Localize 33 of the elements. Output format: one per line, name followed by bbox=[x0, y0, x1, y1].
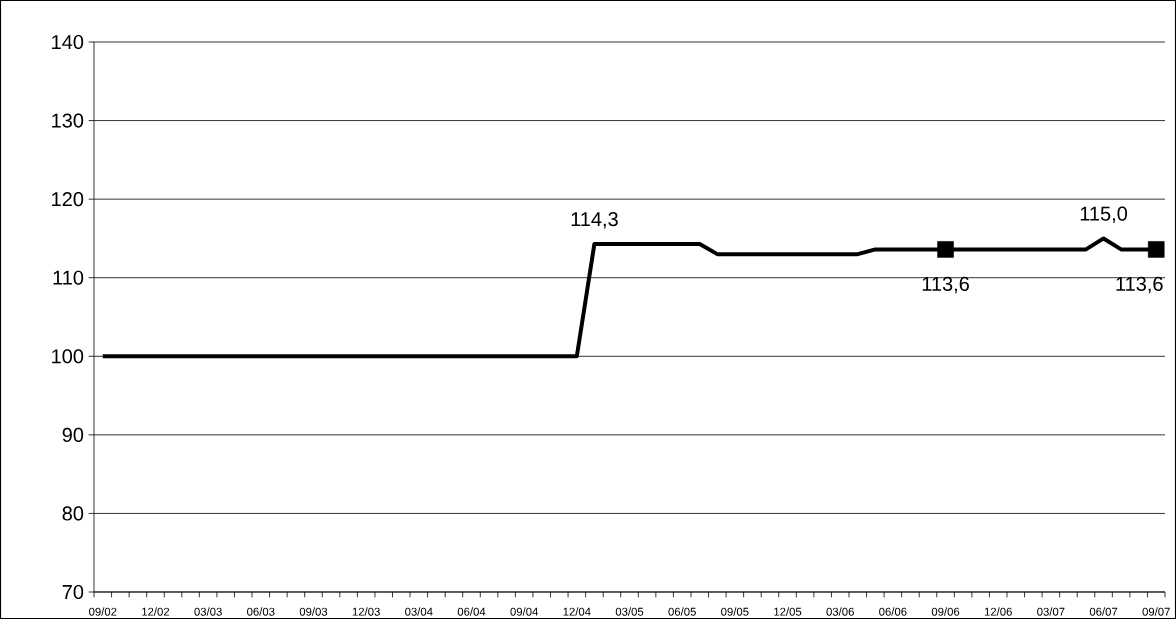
y-tick-label: 80 bbox=[62, 506, 84, 521]
y-tick-label: 130 bbox=[52, 113, 84, 128]
y-tick-label: 90 bbox=[62, 427, 84, 442]
y-tick-label: 120 bbox=[52, 192, 84, 207]
x-tick-label: 12/03 bbox=[352, 607, 380, 616]
x-tick-label: 03/07 bbox=[1037, 607, 1065, 616]
data-label: 115,0 bbox=[1080, 206, 1128, 224]
x-tick-label: 12/05 bbox=[774, 607, 802, 616]
data-label: 114,3 bbox=[571, 212, 618, 229]
x-tick-label: 12/02 bbox=[142, 607, 170, 616]
x-tick-label: 12/06 bbox=[984, 607, 1012, 616]
x-tick-label: 06/06 bbox=[879, 607, 907, 616]
x-tick-label: 06/07 bbox=[1089, 607, 1118, 616]
y-tick-label: 110 bbox=[53, 270, 84, 285]
x-tick-label: 06/04 bbox=[457, 607, 486, 616]
data-label: 113,6 bbox=[1116, 276, 1163, 294]
x-tick-label: 09/02 bbox=[89, 607, 117, 616]
data-label: 113,6 bbox=[922, 276, 969, 294]
x-tick-label: 06/05 bbox=[668, 607, 696, 616]
x-tick-label: 09/04 bbox=[510, 607, 539, 616]
y-tick-label: 100 bbox=[52, 349, 84, 364]
x-tick-label: 03/04 bbox=[405, 607, 433, 616]
y-tick-label: 70 bbox=[62, 584, 84, 600]
x-tick-label: 09/06 bbox=[931, 607, 960, 616]
x-tick-label: 09/03 bbox=[299, 607, 328, 616]
x-tick-label: 06/03 bbox=[247, 607, 275, 616]
x-tick-label: 12/04 bbox=[563, 607, 591, 616]
x-tick-label: 03/05 bbox=[615, 607, 644, 616]
y-tick-label: 140 bbox=[52, 34, 84, 50]
x-tick-label: 09/05 bbox=[721, 607, 749, 616]
x-tick-label: 09/07 bbox=[1142, 607, 1170, 616]
x-tick-label: 03/06 bbox=[826, 607, 854, 616]
x-tick-label: 03/03 bbox=[194, 607, 222, 616]
